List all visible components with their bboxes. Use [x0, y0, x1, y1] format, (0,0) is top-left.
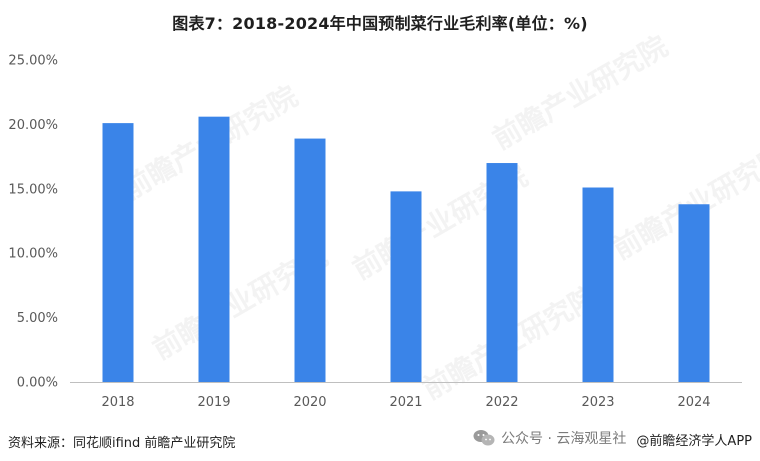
y-tick-label: 15.00% — [8, 182, 58, 197]
y-tick-label: 20.00% — [8, 118, 58, 133]
bar-2018 — [102, 123, 134, 382]
y-axis-ticks: 0.00% 5.00% 10.00% 15.00% 20.00% 25.00% — [8, 54, 58, 391]
bar-2023 — [582, 187, 614, 382]
x-tick-label: 2023 — [581, 395, 614, 410]
chart-title: 图表7：2018-2024年中国预制菜行业毛利率(单位：%) — [172, 14, 588, 33]
bar-2024 — [678, 204, 710, 382]
footer-brand: @前瞻经济学人APP — [636, 434, 752, 449]
y-tick-label: 10.00% — [8, 247, 58, 262]
bar-2019 — [198, 116, 230, 382]
wechat-text: 公众号 · 云海观星社 — [501, 430, 627, 447]
wechat-mark: 公众号 · 云海观星社 — [473, 428, 626, 448]
x-axis-ticks: 2018 2019 2020 2021 2022 2023 2024 — [101, 395, 710, 410]
footer-right: 公众号 · 云海观星社 @前瞻经济学人APP — [473, 426, 752, 449]
wechat-icon — [473, 429, 495, 445]
x-tick-label: 2018 — [101, 395, 134, 410]
x-tick-label: 2020 — [293, 395, 326, 410]
y-tick-label: 25.00% — [8, 54, 58, 69]
x-tick-label: 2021 — [389, 395, 422, 410]
y-tick-label: 5.00% — [17, 311, 58, 326]
bar-2022 — [486, 163, 518, 382]
footer-source: 资料来源：同花顺ifind 前瞻产业研究院 — [8, 436, 236, 451]
x-tick-label: 2022 — [485, 395, 518, 410]
bar-2020 — [294, 138, 326, 382]
bars — [102, 116, 710, 382]
y-tick-label: 0.00% — [17, 376, 58, 391]
watermark-text: 前瞻产业研究院 — [487, 29, 673, 156]
bar-2021 — [390, 191, 422, 382]
x-tick-label: 2019 — [197, 395, 230, 410]
x-tick-label: 2024 — [677, 395, 710, 410]
